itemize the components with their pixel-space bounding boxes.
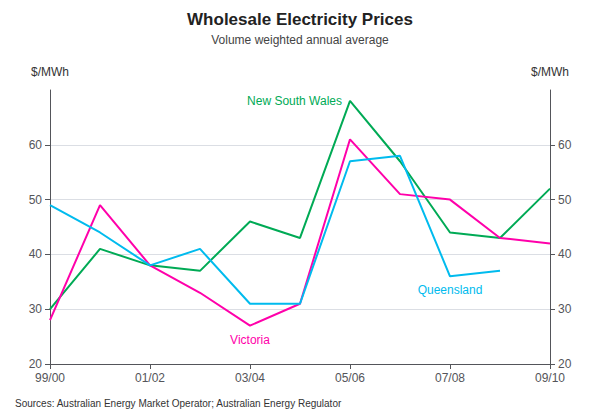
svg-text:99/00: 99/00 bbox=[35, 371, 65, 385]
svg-text:01/02: 01/02 bbox=[135, 371, 165, 385]
svg-text:Queensland: Queensland bbox=[418, 283, 483, 297]
svg-text:40: 40 bbox=[558, 247, 572, 261]
svg-text:60: 60 bbox=[558, 138, 572, 152]
svg-text:Wholesale Electricity Prices: Wholesale Electricity Prices bbox=[187, 10, 413, 29]
svg-text:20: 20 bbox=[29, 357, 43, 371]
svg-text:$/MWh: $/MWh bbox=[31, 65, 69, 79]
svg-text:30: 30 bbox=[558, 302, 572, 316]
svg-text:50: 50 bbox=[29, 193, 43, 207]
svg-text:60: 60 bbox=[29, 138, 43, 152]
svg-text:New South Wales: New South Wales bbox=[247, 94, 342, 108]
svg-text:Sources: Australian Energy Mar: Sources: Australian Energy Market Operat… bbox=[15, 398, 342, 409]
svg-text:20: 20 bbox=[558, 357, 572, 371]
svg-text:Volume weighted annual average: Volume weighted annual average bbox=[211, 33, 389, 47]
svg-text:05/06: 05/06 bbox=[335, 371, 365, 385]
svg-text:03/04: 03/04 bbox=[235, 371, 265, 385]
svg-text:07/08: 07/08 bbox=[435, 371, 465, 385]
svg-text:40: 40 bbox=[29, 247, 43, 261]
svg-text:Victoria: Victoria bbox=[230, 333, 270, 347]
svg-text:50: 50 bbox=[558, 193, 572, 207]
svg-text:30: 30 bbox=[29, 302, 43, 316]
svg-text:$/MWh: $/MWh bbox=[531, 65, 569, 79]
svg-text:09/10: 09/10 bbox=[535, 371, 565, 385]
